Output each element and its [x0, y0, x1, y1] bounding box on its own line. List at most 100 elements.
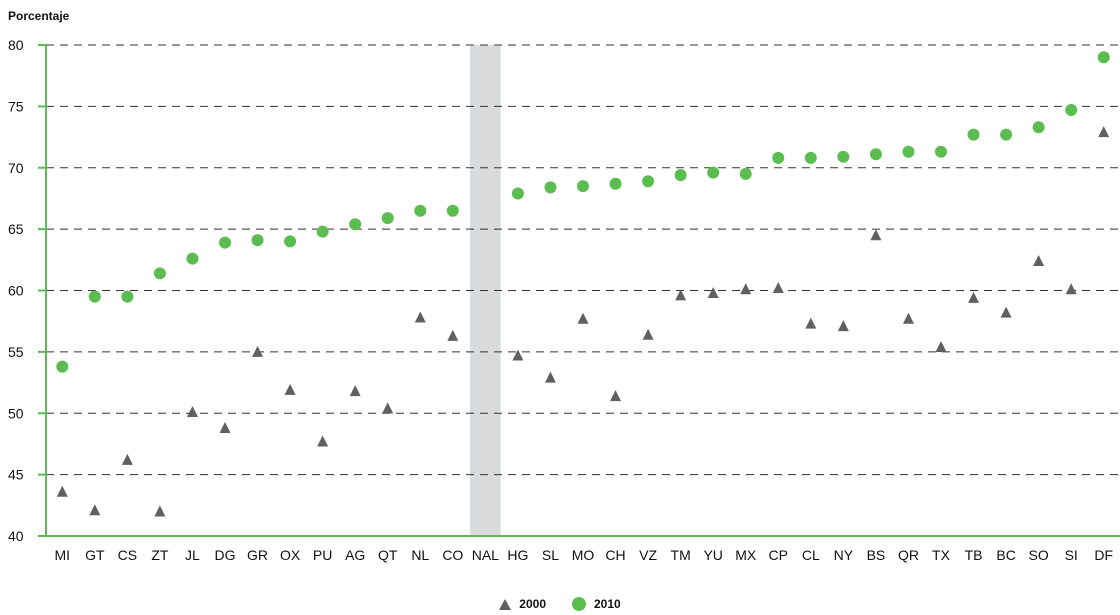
point-2010-YU — [707, 166, 720, 179]
point-2010-MI — [56, 360, 69, 373]
point-2000-AG — [349, 385, 361, 397]
legend-label-2010: 2010 — [594, 597, 621, 611]
point-2010-BC — [1000, 128, 1013, 141]
grid-layer — [38, 44, 1120, 537]
series-2000 — [56, 126, 1110, 517]
x-tick-label: NY — [834, 547, 854, 563]
y-tick-label: 45 — [8, 467, 24, 483]
x-tick-label: GT — [85, 547, 105, 563]
point-2000-PU — [317, 435, 329, 447]
point-2000-CP — [772, 282, 784, 294]
x-tick-label: ZT — [151, 547, 169, 563]
x-tick-label: MI — [54, 547, 70, 563]
x-tick-label: BS — [867, 547, 886, 563]
point-2010-HG — [511, 187, 524, 200]
y-tick-label: 40 — [8, 528, 24, 544]
scatter-chart: 40 45 50 55 60 65 70 75 80 MI GT CS ZT JL DG GR OX PU AG Q… — [8, 37, 1120, 563]
x-tick-label: QT — [378, 547, 398, 563]
point-2010-MO — [577, 180, 589, 193]
x-tick-label: CH — [605, 547, 625, 563]
point-2000-CH — [610, 390, 622, 402]
point-2010-SI — [1065, 104, 1078, 117]
point-2010-TM — [674, 169, 687, 182]
x-tick-label: JL — [185, 547, 200, 563]
point-2010-ZT — [153, 267, 166, 280]
point-2000-MI — [56, 485, 68, 497]
y-tick-label: 60 — [8, 283, 24, 299]
legend-item-2010: 2010 — [572, 597, 621, 611]
x-tick-label: MX — [735, 547, 757, 563]
point-2010-SL — [544, 181, 557, 194]
point-2000-QR — [902, 312, 914, 324]
series-layer — [56, 51, 1110, 517]
point-2000-YU — [707, 286, 719, 298]
point-2000-BC — [1000, 306, 1012, 318]
point-2000-HG — [512, 349, 524, 361]
x-tick-label: BC — [996, 547, 1015, 563]
point-2000-DG — [219, 421, 231, 433]
x-tick-label: HG — [507, 547, 528, 563]
y-axis-title: Porcentaje — [8, 9, 70, 23]
point-2010-DG — [219, 236, 231, 249]
point-2000-TX — [935, 340, 947, 352]
point-2000-NY — [837, 320, 849, 332]
point-2010-JL — [186, 252, 199, 265]
x-tick-label: OX — [280, 547, 301, 563]
point-2010-TB — [967, 128, 980, 141]
x-tick-label: CS — [118, 547, 137, 563]
point-2010-OX — [284, 235, 297, 248]
circle-marker-icon — [572, 597, 586, 611]
point-2000-QT — [382, 402, 394, 414]
x-tick-label: GR — [247, 547, 268, 563]
point-2000-SL — [544, 371, 556, 383]
point-2000-SI — [1065, 283, 1077, 295]
x-tick-label: NL — [411, 547, 429, 563]
x-tick-labels: MI GT CS ZT JL DG GR OX PU AG QT NL CO NAL HG SL MO CH VZ T… — [54, 547, 1113, 563]
point-2000-MX — [740, 283, 752, 295]
y-tick-label: 70 — [8, 160, 24, 176]
y-tick-label: 55 — [8, 344, 24, 360]
x-tick-label: TX — [932, 547, 951, 563]
point-2000-CS — [121, 453, 133, 465]
y-tick-label: 80 — [8, 37, 24, 53]
point-2000-VZ — [642, 328, 654, 340]
point-2010-VZ — [642, 175, 655, 188]
point-2000-ZT — [154, 505, 166, 517]
x-tick-label: CO — [442, 547, 463, 563]
axis-layer — [45, 45, 1120, 537]
point-2010-NY — [837, 150, 850, 163]
x-tick-label: SI — [1065, 547, 1078, 563]
x-tick-label: TB — [965, 547, 983, 563]
point-2010-CO — [446, 204, 459, 217]
point-2000-MO — [577, 312, 589, 324]
legend-label-2000: 2000 — [519, 597, 546, 611]
point-2000-CL — [805, 317, 817, 329]
point-2010-CL — [804, 151, 817, 164]
y-tick-label: 65 — [8, 221, 24, 237]
point-2000-SO — [1033, 255, 1045, 267]
legend: 2000 2010 — [0, 597, 1120, 611]
point-2010-GR — [251, 234, 264, 247]
x-tick-label: SO — [1029, 547, 1049, 563]
point-2010-DF — [1097, 51, 1110, 64]
triangle-marker-icon — [499, 598, 512, 610]
point-2010-MX — [739, 167, 752, 180]
point-2010-QT — [381, 212, 394, 225]
point-2000-BS — [870, 229, 882, 241]
point-2010-CS — [121, 290, 134, 303]
point-2000-TB — [968, 291, 980, 303]
point-2010-TX — [935, 145, 947, 158]
y-tick-label: 50 — [8, 405, 24, 421]
point-2010-PU — [316, 225, 329, 238]
point-2010-SO — [1032, 121, 1045, 134]
x-tick-label: QR — [898, 547, 919, 563]
point-2010-QR — [902, 145, 915, 158]
x-tick-label: TM — [671, 547, 691, 563]
x-tick-label: DF — [1094, 547, 1113, 563]
y-tick-labels: 40 45 50 55 60 65 70 75 80 — [8, 37, 24, 544]
x-tick-label: PU — [313, 547, 332, 563]
point-2010-CH — [609, 177, 622, 190]
point-2000-NL — [414, 311, 426, 323]
point-2000-OX — [284, 383, 296, 395]
x-tick-label: YU — [703, 547, 722, 563]
